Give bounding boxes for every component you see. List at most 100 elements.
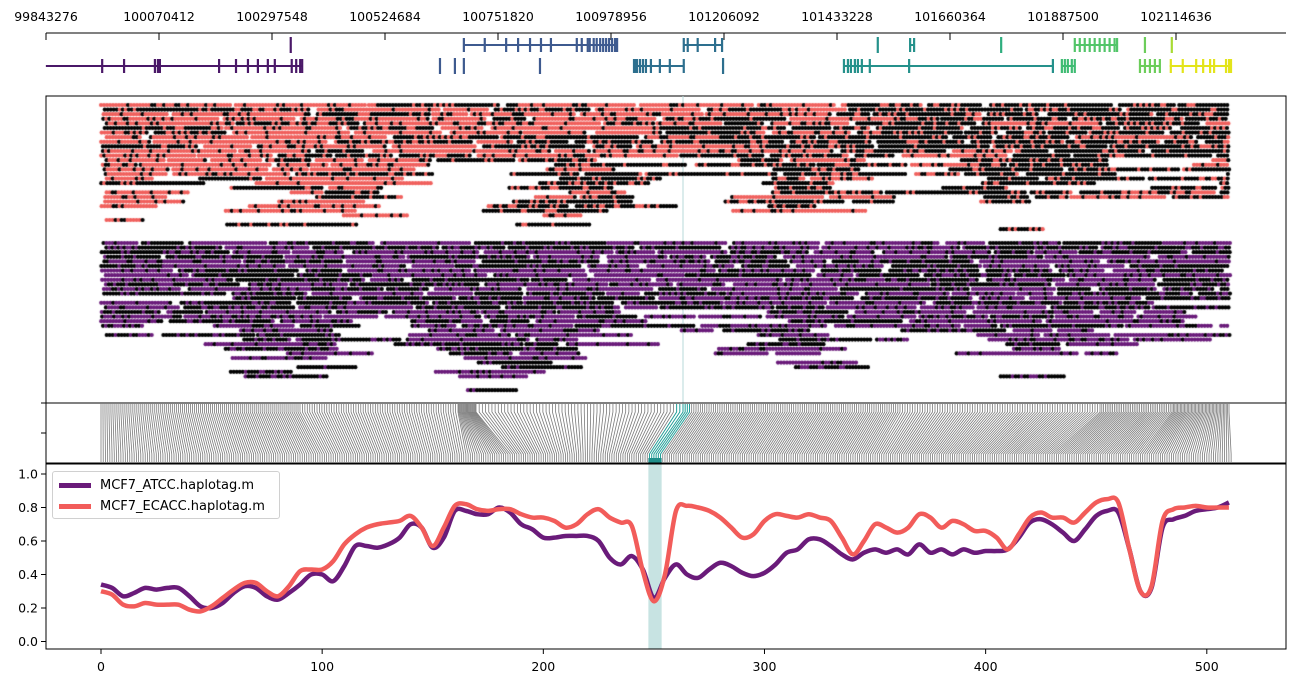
variant-link-line <box>1038 404 1086 462</box>
variant-link-line <box>188 404 199 462</box>
variant-link-line <box>472 404 504 462</box>
variant-link-line <box>154 404 162 462</box>
variant-link-line <box>872 404 899 462</box>
gene-exon <box>266 59 269 73</box>
variant-link-line <box>839 404 866 462</box>
variant-link-line <box>887 404 916 462</box>
gene-exon <box>1148 59 1152 73</box>
gene-exon <box>1000 37 1003 53</box>
gene <box>1138 59 1161 73</box>
variant-link-line <box>520 404 542 462</box>
variant-link-line <box>1213 404 1219 462</box>
variant-link-line <box>1018 404 1063 462</box>
variant-link-line <box>947 404 983 462</box>
variant-link-line <box>1173 404 1194 462</box>
variant-link-line <box>834 404 862 462</box>
variant-link-line <box>642 404 668 462</box>
gene-exon <box>1170 37 1173 53</box>
variant-link-line <box>644 404 671 462</box>
variant-link-line <box>845 404 873 462</box>
variant-link-line <box>1069 404 1115 462</box>
variant-link-line <box>823 404 851 462</box>
variant-link-line <box>425 404 438 462</box>
variant-link-line <box>879 404 906 462</box>
variant-link-line <box>918 404 951 462</box>
gene-exon <box>592 38 595 52</box>
gene-exon <box>853 59 856 73</box>
variant-link-line <box>1164 404 1188 462</box>
x-axis-tick-label: 500 <box>1195 659 1219 674</box>
variant-link-line <box>475 404 511 462</box>
variant-link-line <box>814 404 842 462</box>
variant-link-line <box>994 404 1036 462</box>
variant-link-line <box>466 404 489 462</box>
gene-exon <box>234 59 238 73</box>
variant-link-line <box>856 404 884 462</box>
variant-link-line <box>463 404 482 462</box>
variant-link-line <box>1078 404 1122 462</box>
gene-exon <box>1212 59 1216 73</box>
variant-link-line <box>328 404 350 462</box>
variant-link-line <box>593 404 598 462</box>
variant-link-line <box>837 404 864 462</box>
variant-link-line <box>423 404 436 462</box>
variant-link-line <box>677 404 708 462</box>
variant-link-line <box>399 404 414 462</box>
variant-link-line <box>353 404 372 462</box>
gene-exon <box>909 38 912 52</box>
variant-link-line <box>1106 404 1146 462</box>
variant-link-line <box>1215 404 1220 462</box>
variant-link-line <box>1089 404 1131 462</box>
variant-link-line <box>795 404 823 462</box>
variant-link-line <box>146 404 153 462</box>
gene-exon <box>908 59 911 73</box>
gene-exon <box>682 38 685 52</box>
variant-link-line <box>158 404 166 462</box>
variant-link-line <box>996 404 1038 462</box>
variant-link-line <box>481 404 515 462</box>
variant-link-line <box>156 404 164 462</box>
variant-link-line <box>343 404 363 462</box>
variant-link-line <box>898 404 928 462</box>
variant-link-line <box>1005 404 1048 462</box>
variant-link-line <box>411 404 425 462</box>
variant-link-line <box>510 404 535 462</box>
variant-link-line <box>1221 404 1224 462</box>
variant-link-line <box>277 404 299 462</box>
x-axis-tick-label: 400 <box>974 659 998 674</box>
variant-link-line <box>739 404 769 462</box>
variant-link-line <box>435 404 447 462</box>
gene-exon <box>611 38 614 52</box>
variant-link-line <box>876 404 903 462</box>
variant-link-line <box>912 404 943 462</box>
variant-link-line <box>233 404 250 462</box>
variant-link-line <box>770 404 799 462</box>
gene <box>1073 38 1119 52</box>
gene-exon <box>1051 59 1055 73</box>
variant-link-line <box>122 404 126 462</box>
variant-link-line <box>799 404 827 462</box>
variant-link-line <box>941 404 976 462</box>
variant-link-line <box>164 404 173 462</box>
variant-link-line <box>297 404 321 462</box>
gene-exon <box>462 38 465 52</box>
variant-link-line <box>755 404 784 462</box>
variant-link-line <box>323 404 345 462</box>
variant-link-line <box>1047 404 1096 462</box>
variant-link-line <box>1175 404 1195 462</box>
gene-exon <box>644 59 648 73</box>
gene-exon <box>528 38 532 52</box>
variant-link-line <box>497 404 527 462</box>
variant-link-line <box>903 404 933 462</box>
variant-link-line <box>144 404 151 462</box>
variant-link-line <box>1044 404 1093 462</box>
variant-link-line <box>194 404 206 462</box>
variant-link-line <box>513 404 538 462</box>
variant-link-line <box>1013 404 1058 462</box>
variant-link-line <box>664 404 695 462</box>
variant-link-line <box>413 404 427 462</box>
gene-exon <box>438 58 442 74</box>
variant-link-line <box>998 404 1041 462</box>
variant-link-line <box>186 404 197 462</box>
variant-link-line <box>257 404 277 462</box>
